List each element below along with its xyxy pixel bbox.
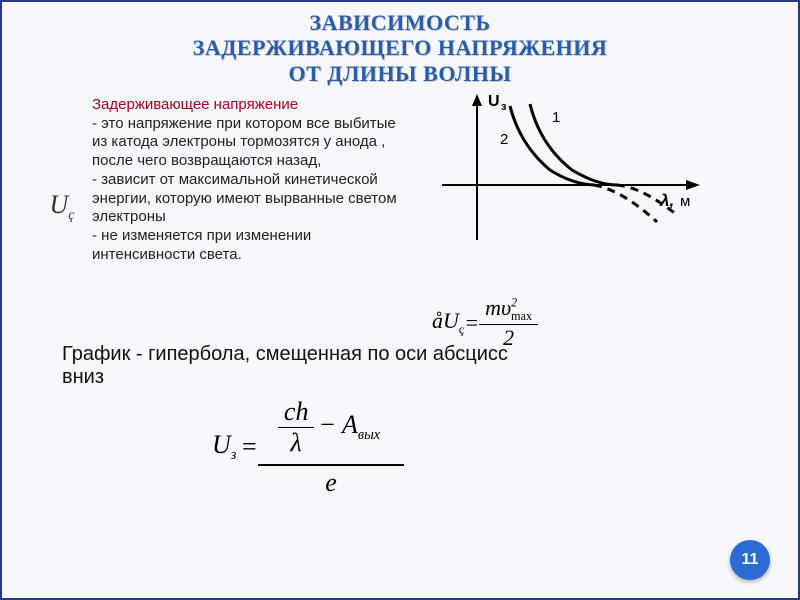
graph: U з 1 2 λ, м	[422, 90, 722, 260]
f2-U: U	[212, 430, 231, 459]
slide-number: 11	[742, 551, 759, 569]
f1-m: m	[485, 295, 501, 320]
graph-column: U з 1 2 λ, м	[412, 90, 768, 260]
f2-bigfrac: ch λ − Aвых e	[258, 395, 404, 500]
f2-top: ch λ − Aвых	[258, 395, 404, 466]
top-row: Uç Задерживающее напряжение - это напряж…	[32, 90, 768, 265]
formula-energy: åUç = mυ2max 2	[432, 295, 538, 351]
title-l1: ЗАВИСИМОСТЬ	[309, 10, 490, 35]
gd-l2: вниз	[62, 366, 104, 388]
f1-sub: max	[511, 309, 532, 323]
description-block: Задерживающее напряжение - это напряжени…	[92, 90, 412, 265]
svg-text:2: 2	[500, 131, 508, 148]
f2-eq: =	[240, 432, 258, 462]
svg-text:з: з	[501, 101, 507, 113]
f2-Usub: з	[231, 447, 237, 463]
u-symbol: Uç	[32, 90, 92, 224]
f1-num: mυ2max	[479, 295, 538, 325]
formula-uz: Uз = ch λ − Aвых e	[212, 395, 768, 500]
f1-fraction: mυ2max 2	[479, 295, 538, 351]
f2-minus: − A	[318, 410, 357, 439]
desc-p2: - зависит от максимальной кинетической э…	[92, 171, 408, 227]
svg-text:1: 1	[552, 109, 560, 126]
desc-p3: - не изменяется при изменении интенсивно…	[92, 227, 408, 265]
graph-description: График - гипербола, смещенная по оси абс…	[32, 325, 768, 395]
f1-den: 2	[479, 325, 538, 351]
f1-lhs: åU	[432, 308, 459, 333]
f2-inner-den: λ	[278, 428, 315, 458]
svg-text:м: м	[680, 193, 690, 210]
desc-heading: Задерживающее напряжение	[92, 96, 408, 115]
f1-eq: =	[464, 310, 479, 336]
desc-p1: - это напряжение при котором все выбитые…	[92, 115, 408, 171]
content-area: Uç Задерживающее напряжение - это напряж…	[2, 90, 798, 500]
u-sub: ç	[68, 208, 74, 223]
f2-asub: вых	[358, 427, 380, 443]
f1-sup: 2	[511, 296, 517, 310]
title-l3: ОТ ДЛИНЫ ВОЛНЫ	[289, 61, 512, 86]
svg-text:λ,: λ,	[659, 191, 674, 210]
slide-title: ЗАВИСИМОСТЬ ЗАДЕРЖИВАЮЩЕГО НАПРЯЖЕНИЯ ОТ…	[2, 2, 798, 90]
svg-text:U: U	[488, 93, 500, 110]
f2-outer-den: e	[305, 466, 357, 500]
slide-number-badge: 11	[730, 540, 770, 580]
f2-inner-frac: ch λ	[278, 397, 315, 458]
f2-inner-num: ch	[278, 397, 315, 428]
f1-v: υ	[501, 295, 511, 320]
title-l2: ЗАДЕРЖИВАЮЩЕГО НАПРЯЖЕНИЯ	[193, 35, 608, 60]
u-char: U	[50, 190, 69, 219]
